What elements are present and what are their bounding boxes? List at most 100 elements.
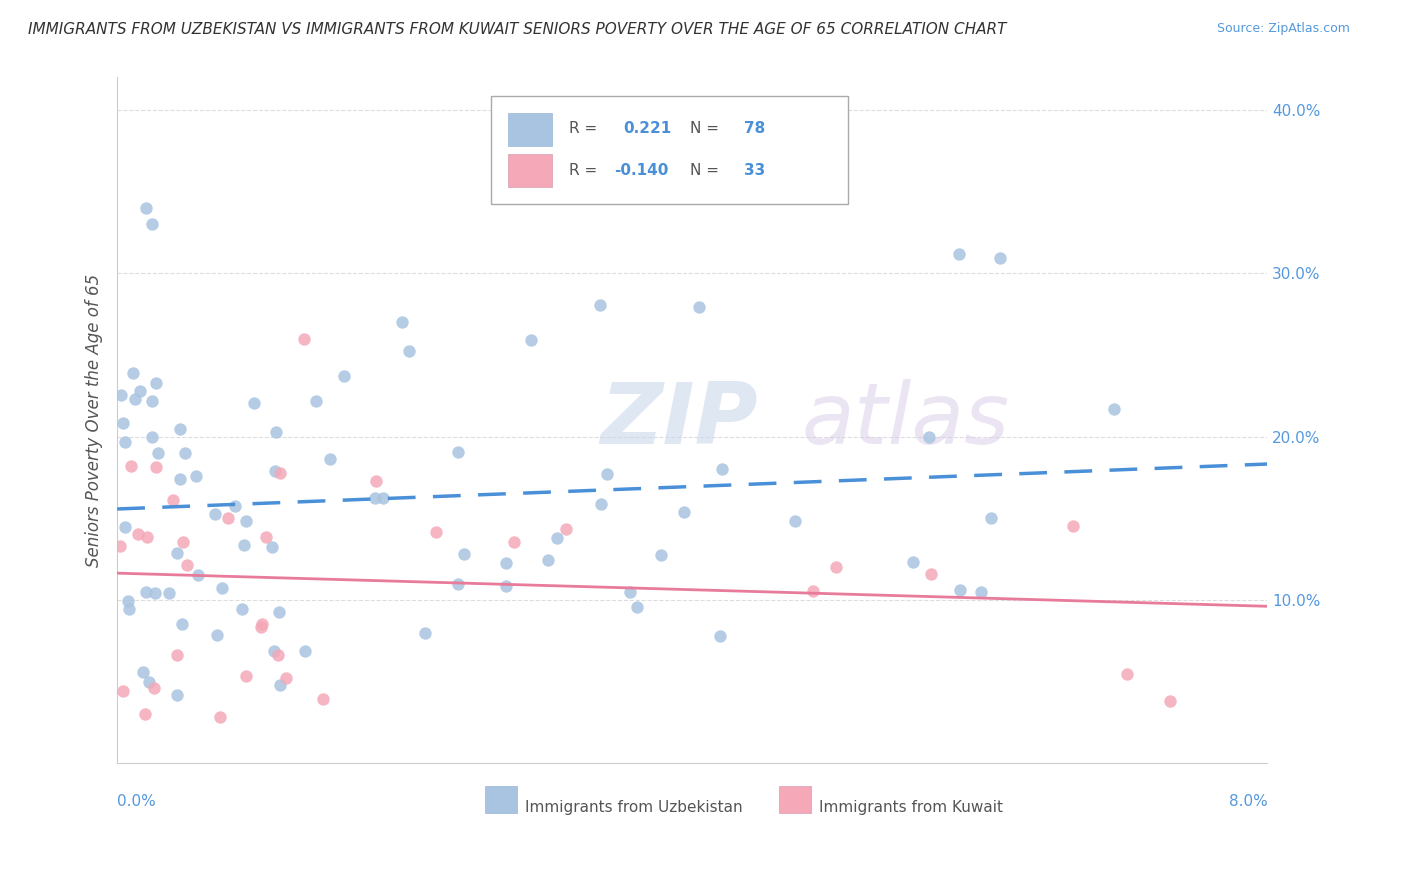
Point: [990, 251, 1012, 265]
Point: [626, 600, 648, 615]
Text: 0.0%: 0.0%: [117, 794, 156, 809]
Point: [114, 434, 136, 449]
Point: [112, 684, 135, 698]
Point: [166, 546, 188, 560]
Point: [710, 461, 733, 475]
Point: [269, 466, 291, 480]
Point: [333, 368, 356, 383]
Point: [138, 675, 160, 690]
Point: [250, 620, 273, 634]
Point: [118, 601, 141, 615]
Point: [318, 451, 340, 466]
Point: [824, 560, 846, 574]
Point: [391, 315, 413, 329]
Point: [263, 464, 285, 478]
Point: [169, 472, 191, 486]
Point: [546, 531, 568, 545]
Point: [453, 547, 475, 561]
Point: [591, 496, 613, 510]
Point: [503, 534, 526, 549]
Point: [495, 556, 517, 570]
Point: [124, 392, 146, 406]
Point: [232, 538, 254, 552]
Text: Source: ZipAtlas.com: Source: ZipAtlas.com: [1216, 22, 1350, 36]
Text: atlas: atlas: [801, 379, 1010, 462]
Point: [235, 669, 257, 683]
Point: [141, 429, 163, 443]
Text: R =: R =: [569, 162, 602, 178]
Point: [589, 297, 612, 311]
Point: [371, 491, 394, 506]
Point: [134, 707, 156, 722]
Text: -0.140: -0.140: [614, 162, 668, 178]
Point: [170, 617, 193, 632]
Point: [274, 671, 297, 685]
Point: [415, 625, 437, 640]
Point: [783, 514, 806, 528]
Point: [141, 393, 163, 408]
Text: 78: 78: [744, 121, 765, 136]
Point: [174, 446, 197, 460]
Point: [520, 334, 543, 348]
Point: [166, 648, 188, 662]
Point: [1062, 519, 1084, 533]
Point: [143, 586, 166, 600]
Point: [619, 585, 641, 599]
Point: [145, 376, 167, 391]
FancyBboxPatch shape: [508, 154, 553, 187]
Text: 0.221: 0.221: [623, 121, 672, 136]
Point: [1116, 667, 1139, 681]
Point: [209, 710, 232, 724]
Text: N =: N =: [690, 121, 724, 136]
Point: [172, 534, 194, 549]
Point: [254, 530, 277, 544]
Point: [135, 531, 157, 545]
Text: ZIP: ZIP: [600, 379, 758, 462]
Point: [108, 539, 131, 553]
Text: 8.0%: 8.0%: [1229, 794, 1267, 809]
Point: [980, 511, 1002, 525]
Point: [263, 644, 285, 658]
Point: [269, 677, 291, 691]
Point: [294, 332, 316, 346]
Point: [122, 367, 145, 381]
Text: Immigrants from Uzbekistan: Immigrants from Uzbekistan: [526, 799, 744, 814]
Point: [135, 584, 157, 599]
Point: [204, 507, 226, 521]
Text: N =: N =: [690, 162, 724, 178]
Point: [110, 388, 132, 402]
Text: 33: 33: [744, 162, 765, 178]
Point: [127, 527, 149, 541]
Point: [162, 493, 184, 508]
Point: [207, 627, 229, 641]
Point: [447, 445, 470, 459]
Point: [920, 567, 942, 582]
Point: [267, 605, 290, 619]
Point: [266, 648, 288, 662]
Point: [595, 467, 617, 482]
Point: [425, 525, 447, 540]
FancyBboxPatch shape: [779, 787, 811, 813]
Text: IMMIGRANTS FROM UZBEKISTAN VS IMMIGRANTS FROM KUWAIT SENIORS POVERTY OVER THE AG: IMMIGRANTS FROM UZBEKISTAN VS IMMIGRANTS…: [28, 22, 1007, 37]
Point: [157, 586, 180, 600]
Point: [264, 425, 287, 440]
Point: [294, 644, 316, 658]
Point: [398, 344, 420, 359]
Point: [184, 468, 207, 483]
Text: R =: R =: [569, 121, 602, 136]
Point: [709, 629, 731, 643]
Point: [120, 458, 142, 473]
Point: [1159, 693, 1181, 707]
Point: [948, 247, 970, 261]
Point: [231, 602, 253, 616]
FancyBboxPatch shape: [508, 113, 553, 146]
Point: [128, 384, 150, 398]
Point: [143, 681, 166, 695]
Point: [169, 422, 191, 436]
Point: [312, 691, 335, 706]
Point: [132, 665, 155, 680]
Point: [235, 514, 257, 528]
Point: [242, 396, 264, 410]
Point: [148, 446, 170, 460]
Point: [901, 555, 924, 569]
